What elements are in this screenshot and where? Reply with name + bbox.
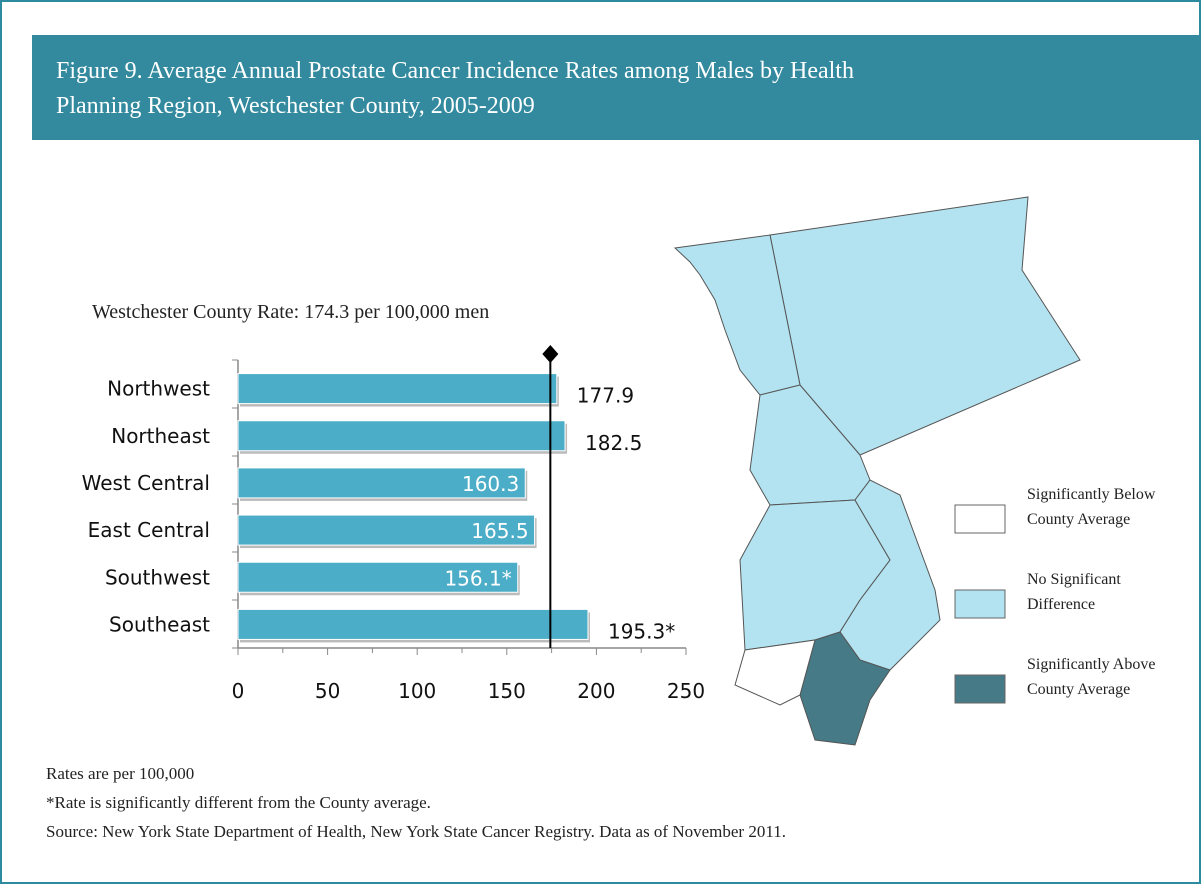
value-label: 195.3* (608, 619, 675, 643)
category-label: Northwest (107, 377, 210, 401)
category-label: Southwest (105, 565, 210, 589)
legend-swatch (954, 504, 1006, 534)
category-label: Southeast (109, 612, 210, 636)
bar (237, 608, 589, 640)
reference-marker (542, 345, 559, 363)
bar (237, 561, 519, 593)
bar (237, 420, 566, 452)
subtitle: Westchester County Rate: 174.3 per 100,0… (92, 301, 489, 323)
value-label: 156.1* (444, 566, 511, 590)
region-northwest (673, 234, 801, 396)
value-label: 160.3 (462, 472, 519, 496)
x-tick-label: 250 (667, 679, 705, 703)
value-label: 177.9 (577, 384, 634, 408)
value-label: 165.5 (471, 519, 528, 543)
legend-swatch (954, 589, 1006, 619)
region-below (734, 639, 816, 706)
map (673, 196, 1081, 746)
bar (237, 467, 526, 499)
region-southeast (799, 631, 891, 746)
legend-swatch (954, 674, 1006, 704)
note: Source: New York State Department of Hea… (46, 822, 786, 841)
note: *Rate is significantly different from th… (46, 793, 431, 812)
chart-title: Figure 9. Average Annual Prostate Cancer… (56, 58, 854, 119)
x-tick-label: 200 (577, 679, 615, 703)
value-label: 182.5 (585, 431, 642, 455)
note: Rates are per 100,000 (46, 764, 194, 783)
category-label: East Central (88, 518, 210, 542)
category-label: Northeast (111, 424, 210, 448)
x-tick-label: 100 (398, 679, 436, 703)
legend-label: Significantly Below County Average (1027, 486, 1156, 528)
header-band (32, 35, 1201, 140)
x-tick-label: 0 (232, 679, 245, 703)
bar (237, 373, 558, 405)
x-tick-label: 150 (488, 679, 526, 703)
legend-label: Significantly Above County Average (1027, 656, 1155, 698)
category-label: West Central (82, 471, 210, 495)
bar (237, 514, 536, 546)
legend-label: No Significant Difference (1027, 571, 1121, 613)
x-tick-label: 50 (315, 679, 340, 703)
